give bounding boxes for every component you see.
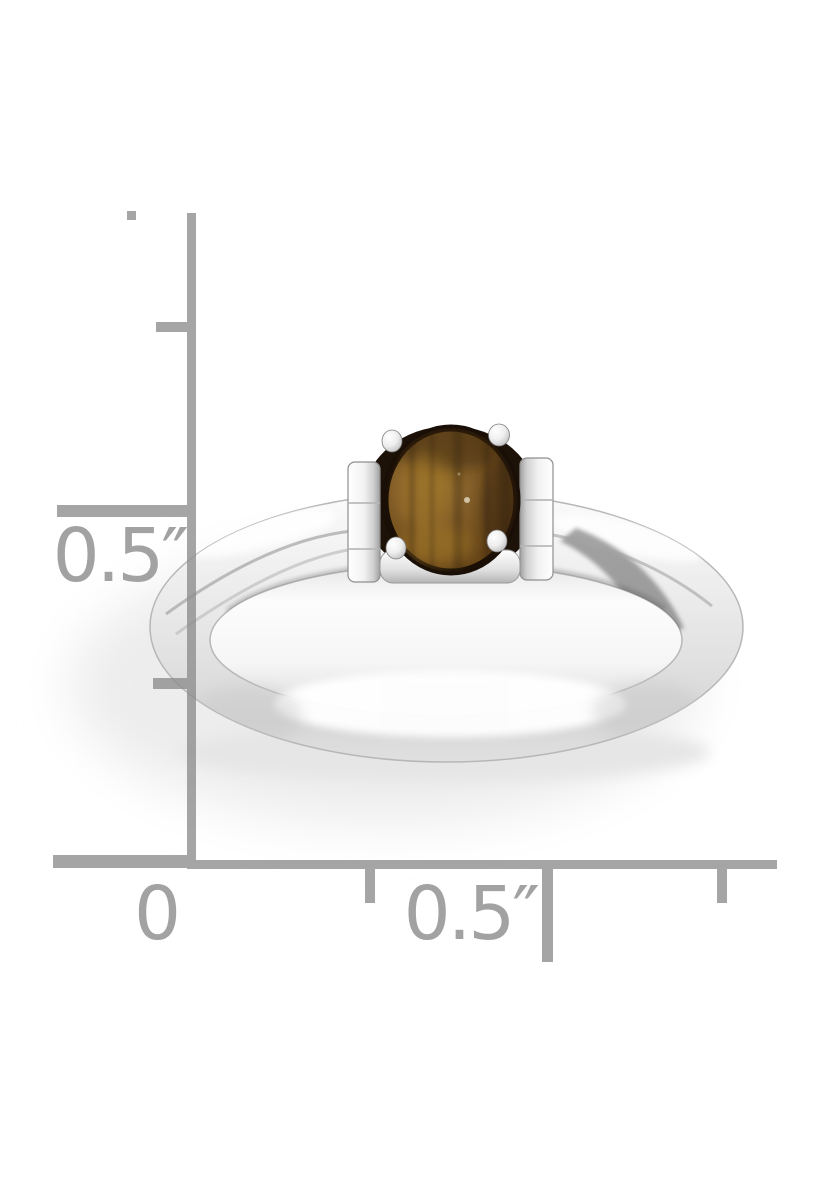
- ruler-labels: 0.5″ 0 0.5″: [53, 513, 542, 957]
- ruler-vertical-minor-tick-upper: [156, 322, 196, 332]
- inner-bottom-highlight: [274, 671, 626, 737]
- stone-left-glow: [398, 454, 450, 530]
- left-collar: [347, 461, 381, 583]
- prong-bottom-left: [385, 536, 407, 560]
- ruler-horizontal-line: [187, 860, 777, 869]
- stone-bottom-glow: [402, 525, 470, 565]
- right-collar-notches: [520, 499, 553, 547]
- right-collar: [519, 457, 554, 581]
- ruler-horizontal-major-tick: [542, 869, 553, 962]
- stone-setting: [347, 423, 554, 584]
- ruler-vertical-top-mark: [127, 211, 136, 220]
- vertical-scale-label: 0.5″: [53, 513, 188, 599]
- ruler-horizontal-minor-tick-right: [717, 869, 727, 903]
- scale-ruler: [53, 211, 777, 962]
- stone-speck-small: [457, 472, 461, 476]
- horizontal-scale-label: 0.5″: [404, 871, 539, 957]
- prong-top-left: [381, 429, 403, 453]
- ruler-horizontal-left-segment: [53, 855, 196, 868]
- ruler-vertical-minor-tick-lower: [153, 678, 196, 689]
- right-reflection-line: [541, 531, 713, 608]
- band-inner-hole: [210, 564, 682, 716]
- left-collar-notches: [348, 502, 380, 550]
- ruler-horizontal-minor-tick-left: [365, 869, 375, 903]
- stone-speck: [464, 497, 470, 503]
- right-shoulder-highlight: [551, 514, 705, 562]
- prong-bottom-right: [486, 529, 508, 553]
- ruler-vertical-major-tick: [57, 505, 196, 517]
- prong-top-right: [488, 423, 510, 447]
- left-reflection-line-2: [175, 547, 355, 636]
- ruler-vertical-line: [187, 213, 196, 869]
- left-shoulder-highlight: [179, 508, 337, 558]
- origin-scale-label: 0: [134, 871, 178, 957]
- prongs: [381, 423, 510, 560]
